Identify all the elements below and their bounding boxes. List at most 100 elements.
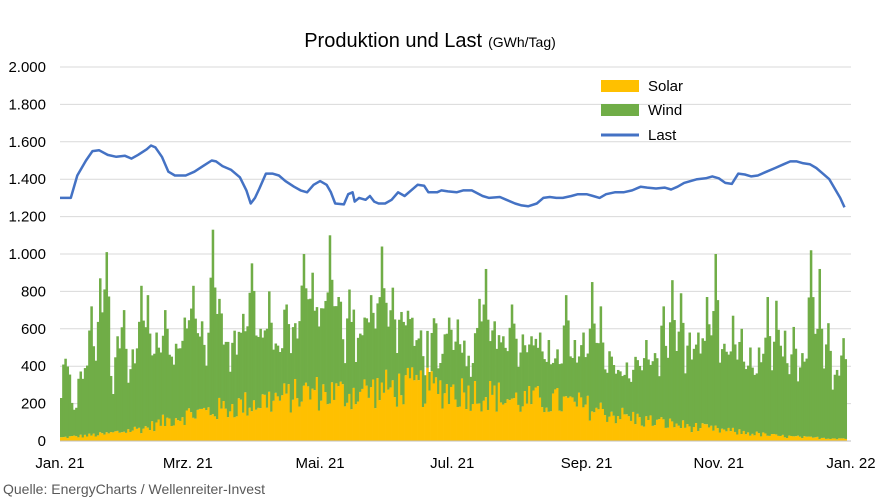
wind-bar <box>127 382 130 430</box>
solar-bar <box>590 411 594 441</box>
solar-bar <box>666 427 670 441</box>
y-tick-label: 1.600 <box>8 134 46 151</box>
solar-bar <box>541 407 544 441</box>
wind-bar <box>801 353 804 439</box>
solar-bar <box>781 434 785 441</box>
solar-bar <box>619 419 622 441</box>
solar-bar <box>235 416 239 441</box>
legend-wind-label: Wind <box>648 102 682 119</box>
solar-bar <box>577 392 581 441</box>
wind-bar <box>777 329 780 436</box>
solar-bar <box>621 407 624 441</box>
solar-bar <box>328 403 332 441</box>
wind-bar <box>380 246 384 383</box>
wind-bar <box>432 318 436 384</box>
solar-bar <box>677 425 681 441</box>
wind-bar <box>640 370 644 426</box>
solar-bar <box>302 385 306 441</box>
solar-bar <box>558 410 561 441</box>
wind-bar <box>790 354 793 437</box>
wind-bar <box>343 363 347 407</box>
solar-bar <box>649 415 652 441</box>
solar-bar <box>701 423 704 441</box>
solar-bar <box>211 414 215 441</box>
wind-bar <box>666 357 670 428</box>
solar-bar <box>376 378 379 441</box>
solar-bar <box>315 377 319 441</box>
wind-bar <box>805 358 809 437</box>
solar-bar <box>194 418 197 441</box>
wind-bar <box>177 348 180 421</box>
x-tick-label: Nov. 21 <box>694 455 745 472</box>
wind-bar <box>749 347 752 436</box>
solar-bar <box>350 409 353 441</box>
solar-bar <box>688 426 691 441</box>
solar-bar <box>534 387 538 441</box>
solar-bar <box>330 382 334 441</box>
wind-bar <box>632 369 635 412</box>
wind-bar <box>788 374 791 436</box>
solar-bar <box>393 397 397 441</box>
wind-bar <box>170 356 174 427</box>
production-bars <box>60 229 848 441</box>
solar-bar <box>482 400 486 441</box>
solar-bar <box>668 418 672 441</box>
solar-bar <box>822 437 826 441</box>
wind-bar <box>322 308 325 385</box>
wind-bar <box>138 321 141 428</box>
wind-bar <box>135 348 139 429</box>
solar-bar <box>616 416 620 441</box>
wind-bar <box>369 295 373 388</box>
solar-bar <box>502 404 505 441</box>
x-tick-label: Sep. 21 <box>561 455 613 472</box>
wind-bar <box>205 365 208 411</box>
wind-bar <box>677 331 681 426</box>
y-tick-label: 1.000 <box>8 246 46 263</box>
solar-bar <box>506 399 509 441</box>
wind-bar <box>393 319 397 398</box>
solar-bar <box>352 387 356 441</box>
legend-solar-label: Solar <box>648 78 683 95</box>
solar-bar <box>209 415 213 441</box>
legend-solar-swatch <box>601 80 639 92</box>
solar-bar <box>543 412 546 441</box>
solar-bar <box>257 407 260 441</box>
solar-bar <box>584 404 587 441</box>
wind-bar <box>473 333 477 382</box>
wind-bar <box>608 351 611 417</box>
solar-bar <box>287 384 291 441</box>
solar-bar <box>411 367 414 441</box>
wind-bar <box>242 313 245 413</box>
solar-bar <box>601 408 605 441</box>
wind-bar <box>400 311 403 396</box>
wind-bar <box>153 353 156 432</box>
wind-bar <box>278 352 282 401</box>
wind-bar <box>419 330 423 371</box>
solar-bar <box>710 425 713 441</box>
solar-bar <box>489 380 492 441</box>
solar-bar <box>788 435 791 441</box>
wind-bar <box>64 358 67 437</box>
solar-bar <box>272 400 275 441</box>
solar-bar <box>720 428 724 441</box>
solar-bar <box>785 437 789 441</box>
wind-bar <box>759 362 763 437</box>
wind-bar <box>77 378 80 438</box>
wind-bar <box>575 362 579 407</box>
solar-bar <box>515 392 518 441</box>
solar-bar <box>517 404 520 441</box>
wind-bar <box>75 407 78 437</box>
solar-bar <box>122 431 126 441</box>
y-tick-label: 600 <box>21 321 46 338</box>
solar-bar <box>465 409 468 441</box>
solar-bar <box>801 438 804 441</box>
wind-bar <box>246 326 249 416</box>
wind-bar <box>619 371 622 420</box>
solar-bar <box>107 433 111 441</box>
wind-bar <box>588 328 592 421</box>
solar-bar <box>361 388 364 441</box>
solar-bar <box>337 386 340 441</box>
wind-bar <box>402 321 405 405</box>
solar-bar <box>244 392 247 441</box>
solar-bar <box>369 387 373 441</box>
